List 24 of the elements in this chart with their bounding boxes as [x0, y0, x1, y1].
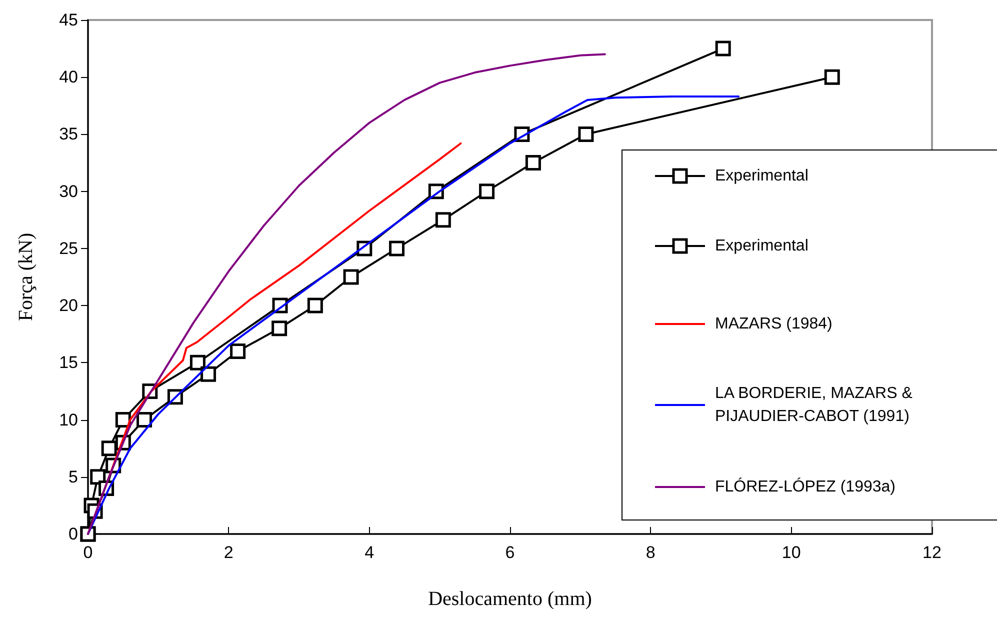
- x-tick-label: 12: [922, 543, 942, 562]
- y-tick-label: 15: [59, 353, 78, 372]
- y-tick-label: 10: [59, 410, 78, 430]
- x-tick-label: 4: [364, 543, 374, 562]
- x-tick-label: 2: [224, 543, 234, 562]
- y-axis-title: Força (kN): [15, 232, 37, 322]
- legend-label: MAZARS (1984): [715, 316, 832, 332]
- y-tick-label: 25: [59, 238, 78, 258]
- x-tick-label: 8: [646, 543, 656, 562]
- y-tick-label: 5: [68, 467, 78, 486]
- y-tick-label: 20: [59, 296, 78, 316]
- y-tick-label: 30: [59, 182, 78, 201]
- y-tick-label: 0: [68, 524, 78, 544]
- x-axis-title: Deslocamento (mm): [428, 588, 592, 610]
- legend-label: Experimental: [715, 238, 808, 254]
- y-tick-label: 35: [59, 124, 78, 144]
- x-tick-label: 6: [505, 543, 515, 562]
- x-tick-label: 10: [782, 543, 801, 562]
- legend-label: LA BORDERIE, MAZARS & PIJAUDIER-CABOT (1991): [715, 385, 917, 425]
- y-tick-label: 45: [59, 10, 78, 30]
- legend-label: Experimental: [715, 168, 808, 184]
- legend-label: FLÓREZ-LÓPEZ (1993a): [715, 478, 896, 496]
- y-tick-label: 40: [59, 68, 78, 87]
- x-tick-label: 0: [83, 543, 93, 562]
